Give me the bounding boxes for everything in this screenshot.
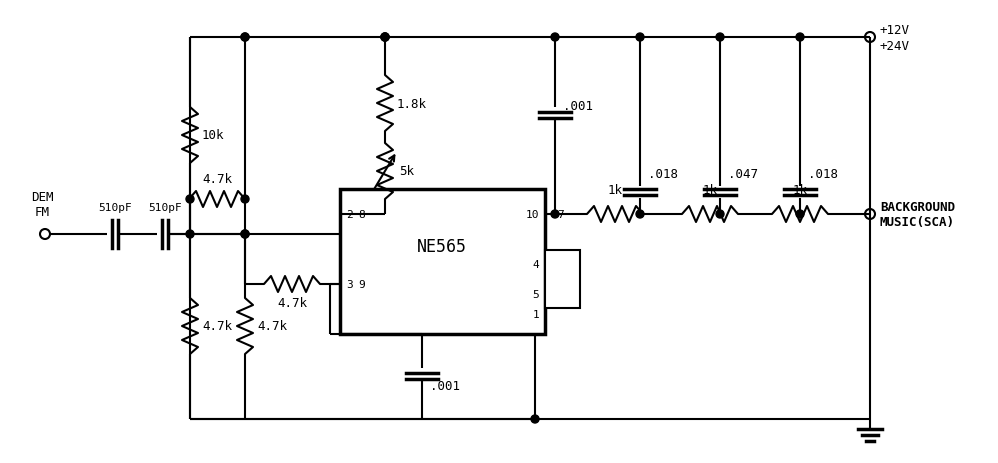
Text: .018: .018 [648, 168, 678, 181]
Circle shape [551, 34, 559, 42]
Text: 8: 8 [358, 210, 364, 219]
Circle shape [241, 231, 249, 238]
Circle shape [636, 211, 644, 219]
Circle shape [186, 195, 194, 204]
Circle shape [716, 34, 724, 42]
Circle shape [241, 231, 249, 238]
Text: 5k: 5k [399, 165, 414, 178]
Text: 510pF: 510pF [148, 202, 182, 213]
Text: 4.7k: 4.7k [257, 320, 287, 333]
Circle shape [796, 211, 804, 219]
Circle shape [531, 415, 539, 423]
Text: .001: .001 [563, 99, 593, 112]
Bar [545, 250, 580, 308]
Text: 10: 10 [526, 210, 539, 219]
Circle shape [551, 211, 559, 219]
Circle shape [241, 34, 249, 42]
Circle shape [381, 34, 389, 42]
Text: 3: 3 [346, 279, 352, 289]
Text: .018: .018 [808, 168, 838, 181]
Text: .047: .047 [728, 168, 758, 181]
Text: 4: 4 [532, 259, 539, 269]
Text: .001: .001 [430, 380, 460, 393]
Text: NE565: NE565 [417, 238, 467, 256]
Text: +24V: +24V [880, 39, 910, 52]
Text: 7: 7 [557, 210, 564, 219]
Text: 5: 5 [532, 289, 539, 300]
Text: 2: 2 [346, 210, 352, 219]
Text: 1k: 1k [608, 184, 623, 197]
Text: 1.8k: 1.8k [397, 97, 427, 110]
Text: 1: 1 [532, 309, 539, 319]
Text: DEM
FM: DEM FM [31, 191, 53, 219]
Text: 9: 9 [358, 279, 364, 289]
Circle shape [796, 34, 804, 42]
Text: 510pF: 510pF [98, 202, 132, 213]
Text: +12V: +12V [880, 24, 910, 37]
Text: BACKGROUND
MUSIC(SCA): BACKGROUND MUSIC(SCA) [880, 200, 955, 229]
Bar [340, 189, 545, 334]
Circle shape [716, 211, 724, 219]
Circle shape [241, 195, 249, 204]
Text: 4.7k: 4.7k [202, 173, 232, 186]
Circle shape [381, 34, 389, 42]
Text: 4.7k: 4.7k [202, 320, 232, 333]
Text: 1k: 1k [703, 184, 718, 197]
Text: 10k: 10k [202, 129, 225, 142]
Text: 1k: 1k [792, 184, 807, 197]
Circle shape [241, 34, 249, 42]
Text: 4.7k: 4.7k [277, 296, 307, 309]
Circle shape [381, 34, 389, 42]
Circle shape [636, 34, 644, 42]
Circle shape [186, 231, 194, 238]
